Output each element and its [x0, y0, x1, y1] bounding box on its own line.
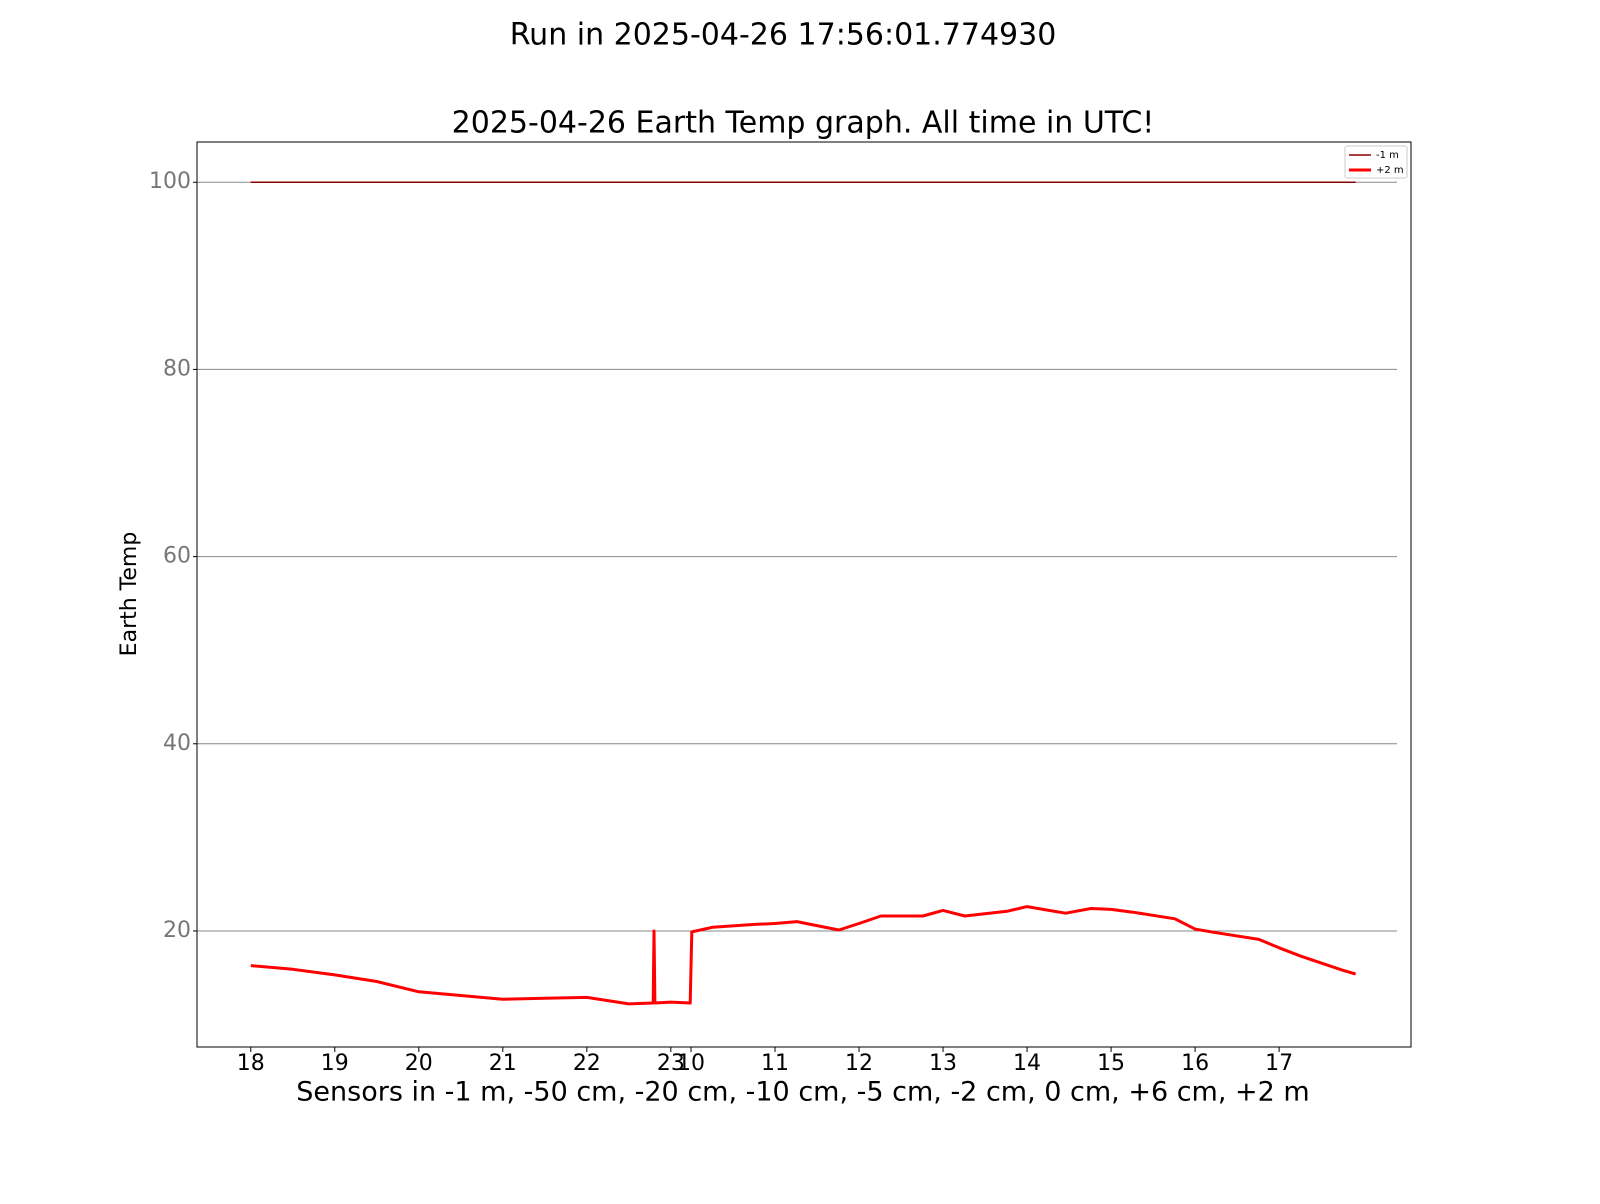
- chart-title: 2025-04-26 Earth Temp graph. All time in…: [452, 106, 1155, 141]
- x-tick-label: 19: [321, 1051, 349, 1076]
- y-axis-label: Earth Temp: [117, 532, 142, 657]
- x-tick-label: 17: [1265, 1051, 1293, 1076]
- x-tick-label: 21: [489, 1051, 517, 1076]
- x-tick-label: 10: [677, 1051, 705, 1076]
- legend-label: -1 m: [1376, 150, 1399, 161]
- series-line: [250, 905, 1357, 1006]
- y-tick-label: 20: [163, 918, 191, 943]
- x-tick-label: 16: [1181, 1051, 1209, 1076]
- x-axis-label: Sensors in -1 m, -50 cm, -20 cm, -10 cm,…: [296, 1077, 1309, 1108]
- x-tick-label: 13: [929, 1051, 957, 1076]
- x-tick-label: 20: [405, 1051, 433, 1076]
- suptitle: Run in 2025-04-26 17:56:01.774930: [510, 18, 1057, 53]
- legend-label: +2 m: [1376, 165, 1404, 176]
- y-tick-label: 60: [163, 544, 191, 569]
- x-tick-label: 12: [845, 1051, 873, 1076]
- plot-frame: [196, 141, 1412, 1048]
- x-tick-label: 18: [237, 1051, 265, 1076]
- x-tick-label: 22: [573, 1051, 601, 1076]
- y-tick-label: 80: [163, 356, 191, 381]
- x-tick-label: 14: [1013, 1051, 1041, 1076]
- y-tick-label: 100: [149, 169, 191, 194]
- y-tick-label: 40: [163, 731, 191, 756]
- x-tick-label: 11: [761, 1051, 789, 1076]
- x-tick-label: 23: [657, 1051, 685, 1076]
- x-tick-label: 15: [1097, 1051, 1125, 1076]
